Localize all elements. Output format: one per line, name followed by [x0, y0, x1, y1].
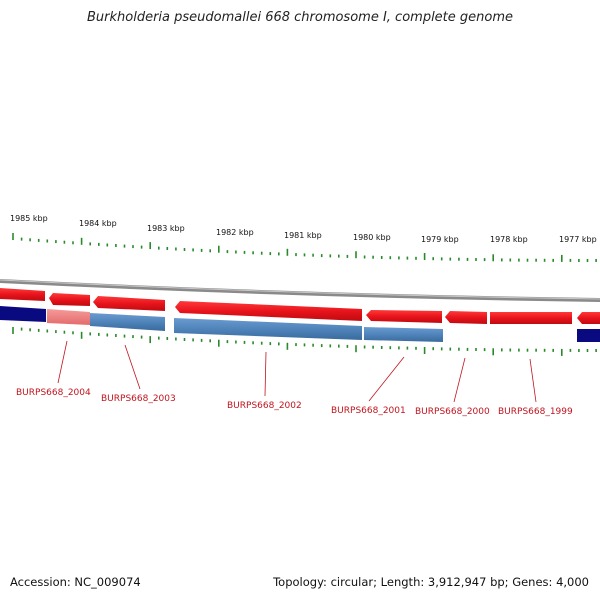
kbp-scale-labels: 1985 kbp 1984 kbp 1983 kbp 1982 kbp 1981… — [10, 214, 597, 244]
gene-arrow-4[interactable] — [175, 301, 362, 321]
gene-arrow-3[interactable] — [93, 296, 165, 311]
gene-labels: BURPS668_2004 BURPS668_2003 BURPS668_200… — [16, 388, 573, 417]
kbp-label: 1983 kbp — [147, 224, 185, 233]
gene-label[interactable]: BURPS668_2000 — [415, 407, 490, 417]
kbp-label: 1977 kbp — [559, 235, 597, 244]
leader-line — [368, 356, 405, 402]
kbp-label: 1979 kbp — [421, 235, 459, 244]
gene-block-blue-2[interactable] — [174, 318, 362, 340]
kbp-label: 1984 kbp — [79, 219, 117, 228]
gene-arrow-7[interactable] — [490, 312, 572, 324]
gene-block-dark-left[interactable] — [0, 306, 46, 322]
gene-arrow-6[interactable] — [445, 311, 487, 324]
kbp-label: 1978 kbp — [490, 235, 528, 244]
gene-block-highlight[interactable] — [47, 309, 90, 325]
upper-scale-ticks — [12, 233, 597, 262]
gene-label[interactable]: BURPS668_2004 — [16, 388, 91, 398]
gene-arrow-1[interactable] — [0, 288, 45, 301]
reverse-strand — [0, 306, 600, 342]
leader-line — [529, 358, 537, 403]
gene-block-blue-3[interactable] — [364, 327, 443, 342]
gene-label[interactable]: BURPS668_2002 — [227, 401, 302, 411]
backbone-outer-highlight — [0, 279, 600, 300]
gene-block-blue-1[interactable] — [90, 313, 165, 331]
gene-arrow-5[interactable] — [366, 310, 442, 323]
gene-arrow-8[interactable] — [577, 312, 600, 324]
backbone-outer — [0, 279, 600, 302]
accession-text: Accession: NC_009074 — [10, 575, 141, 589]
kbp-label: 1985 kbp — [10, 214, 48, 223]
kbp-label: 1981 kbp — [284, 231, 322, 240]
gene-leader-lines — [57, 340, 537, 403]
gene-label[interactable]: BURPS668_1999 — [498, 407, 573, 417]
gene-label[interactable]: BURPS668_2001 — [331, 406, 406, 416]
genome-summary-text: Topology: circular; Length: 3,912,947 bp… — [273, 575, 589, 589]
forward-strand — [0, 288, 600, 324]
gene-block-dark-right[interactable] — [577, 329, 600, 342]
kbp-label: 1982 kbp — [216, 228, 254, 237]
lower-scale-ticks — [12, 327, 597, 356]
leader-line — [453, 357, 466, 403]
leader-line — [57, 340, 68, 384]
gene-arrow-2[interactable] — [49, 293, 90, 306]
gene-label[interactable]: BURPS668_2003 — [101, 394, 176, 404]
leader-line — [264, 351, 267, 397]
kbp-label: 1980 kbp — [353, 233, 391, 242]
genome-title: Burkholderia pseudomallei 668 chromosome… — [86, 10, 514, 25]
leader-line — [124, 344, 141, 390]
